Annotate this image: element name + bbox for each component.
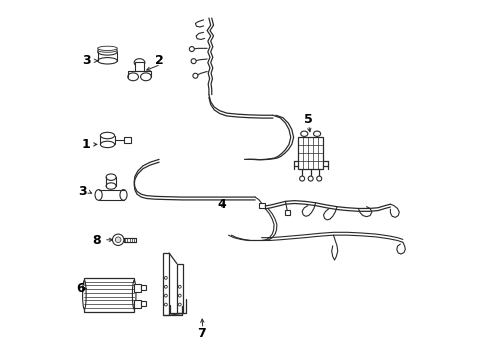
Circle shape bbox=[115, 237, 121, 243]
Ellipse shape bbox=[120, 190, 127, 200]
Ellipse shape bbox=[106, 174, 116, 180]
Ellipse shape bbox=[127, 73, 138, 81]
Text: 1: 1 bbox=[81, 138, 90, 151]
Circle shape bbox=[189, 46, 194, 51]
Ellipse shape bbox=[82, 280, 86, 309]
Bar bbox=[297, 137, 323, 169]
Circle shape bbox=[164, 303, 167, 306]
Circle shape bbox=[112, 234, 123, 246]
Text: 3: 3 bbox=[78, 185, 87, 198]
Ellipse shape bbox=[300, 131, 307, 136]
Bar bbox=[123, 238, 136, 242]
Bar bbox=[141, 301, 145, 306]
Ellipse shape bbox=[98, 48, 117, 52]
Circle shape bbox=[307, 176, 312, 181]
Ellipse shape bbox=[100, 132, 114, 139]
Bar bbox=[134, 284, 141, 292]
Text: 3: 3 bbox=[81, 54, 90, 67]
Text: 6: 6 bbox=[76, 282, 85, 295]
Text: 2: 2 bbox=[154, 54, 163, 67]
Bar bbox=[259, 203, 264, 208]
Bar bbox=[177, 264, 182, 314]
Text: 4: 4 bbox=[217, 198, 225, 211]
Bar bbox=[134, 300, 141, 308]
Circle shape bbox=[178, 303, 181, 306]
Circle shape bbox=[178, 294, 181, 297]
Circle shape bbox=[164, 276, 167, 279]
Text: 8: 8 bbox=[92, 234, 101, 247]
Ellipse shape bbox=[98, 49, 117, 55]
Ellipse shape bbox=[106, 183, 116, 189]
Circle shape bbox=[191, 59, 196, 64]
Bar bbox=[141, 285, 145, 290]
Bar bbox=[284, 210, 289, 215]
Ellipse shape bbox=[100, 141, 114, 148]
Ellipse shape bbox=[134, 59, 144, 67]
Bar bbox=[135, 62, 144, 71]
Circle shape bbox=[178, 285, 181, 288]
Circle shape bbox=[164, 285, 167, 288]
Ellipse shape bbox=[95, 190, 102, 200]
Ellipse shape bbox=[132, 280, 136, 309]
Bar bbox=[84, 278, 134, 312]
Circle shape bbox=[316, 176, 321, 181]
Text: 7: 7 bbox=[197, 327, 206, 339]
Bar bbox=[123, 137, 131, 143]
Circle shape bbox=[164, 294, 167, 297]
Bar bbox=[163, 253, 169, 315]
Ellipse shape bbox=[141, 73, 151, 81]
Ellipse shape bbox=[98, 58, 117, 64]
Text: 5: 5 bbox=[304, 113, 312, 126]
Circle shape bbox=[299, 176, 304, 181]
Circle shape bbox=[192, 73, 198, 78]
Ellipse shape bbox=[313, 131, 320, 136]
Ellipse shape bbox=[98, 46, 117, 50]
